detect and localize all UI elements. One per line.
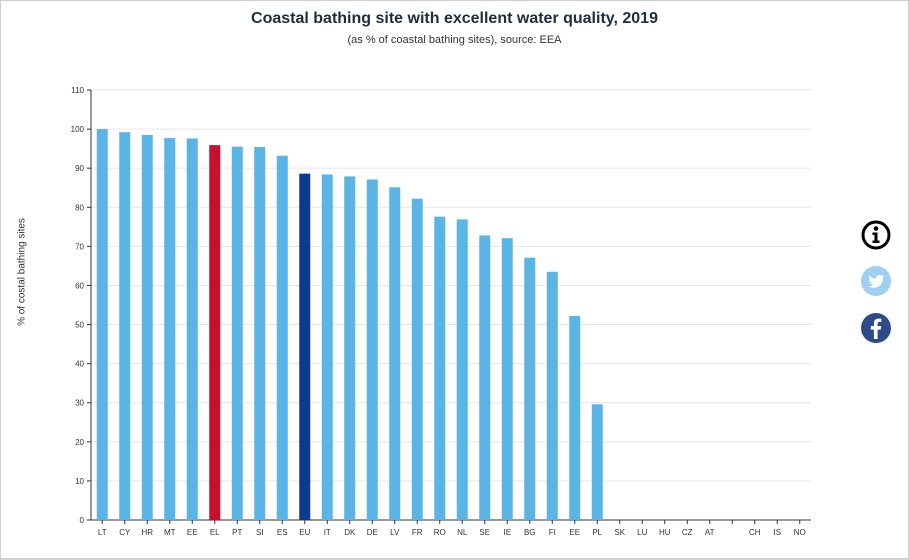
bar: [591, 404, 603, 520]
y-tick-label: 50: [75, 321, 84, 330]
y-tick-label: 100: [71, 125, 85, 134]
x-tick-label: DE: [367, 528, 378, 537]
bar: [479, 235, 491, 520]
bar: [524, 257, 536, 520]
info-icon[interactable]: [860, 219, 892, 251]
bar: [119, 132, 131, 520]
x-tick-label: LV: [390, 528, 400, 537]
chart-title: Coastal bathing site with excellent wate…: [251, 10, 658, 27]
x-tick-label: MT: [164, 528, 176, 537]
x-tick-label: ES: [277, 528, 288, 537]
x-tick-label: SK: [614, 528, 625, 537]
bar: [164, 138, 176, 520]
bar: [366, 179, 378, 520]
x-tick-label: FR: [412, 528, 423, 537]
x-tick-label: NO: [794, 528, 806, 537]
x-tick-label: LU: [637, 528, 647, 537]
bar: [321, 174, 333, 520]
facebook-icon[interactable]: [860, 312, 892, 344]
x-tick-label: IT: [324, 528, 331, 537]
y-tick-label: 40: [75, 360, 84, 369]
x-tick-label: PT: [232, 528, 242, 537]
bar: [344, 176, 356, 520]
y-tick-label: 80: [75, 203, 84, 212]
bar: [141, 134, 153, 521]
x-tick-label: AT: [705, 528, 715, 537]
y-tick-label: 30: [75, 399, 84, 408]
y-tick-label: 60: [75, 281, 84, 290]
x-tick-label: LT: [98, 528, 107, 537]
x-tick-label: IE: [503, 528, 511, 537]
x-tick-label: CH: [749, 528, 761, 537]
bar: [254, 147, 266, 520]
bar: [501, 238, 513, 520]
x-tick-label: NL: [457, 528, 468, 537]
x-tick-label: CZ: [682, 528, 693, 537]
x-tick-label: EL: [210, 528, 220, 537]
bar: [186, 138, 198, 521]
y-tick-label: 10: [75, 477, 84, 486]
bar: [569, 315, 581, 520]
x-tick-label: CY: [119, 528, 131, 537]
x-tick-label: PL: [592, 528, 602, 537]
y-tick-label: 20: [75, 438, 84, 447]
x-tick-label: SI: [256, 528, 264, 537]
bar: [434, 216, 446, 520]
bar: [546, 271, 558, 520]
y-tick-label: 70: [75, 242, 84, 251]
y-tick-label: 0: [80, 516, 85, 525]
bar: [231, 146, 243, 520]
twitter-icon[interactable]: [860, 265, 892, 297]
y-tick-label: 90: [75, 164, 84, 173]
bar: [96, 129, 108, 520]
x-tick-label: EE: [569, 528, 580, 537]
y-tick-label: 110: [71, 86, 84, 95]
bar: [456, 219, 468, 520]
x-tick-label: DK: [344, 528, 356, 537]
x-tick-label: BG: [524, 528, 536, 537]
x-tick-label: EU: [299, 528, 310, 537]
x-tick-label: FI: [549, 528, 556, 537]
x-tick-label: SE: [479, 528, 490, 537]
x-tick-label: HR: [141, 528, 153, 537]
x-tick-label: EE: [187, 528, 198, 537]
x-tick-label: IS: [773, 528, 781, 537]
bar: [276, 155, 288, 520]
bar: [299, 173, 311, 520]
bar: [389, 187, 401, 520]
x-tick-label: HU: [659, 528, 671, 537]
bar: [411, 198, 423, 520]
bar: [209, 145, 221, 521]
chart-subtitle: (as % of coastal bathing sites), source:…: [347, 34, 562, 46]
x-tick-label: RO: [434, 528, 446, 537]
